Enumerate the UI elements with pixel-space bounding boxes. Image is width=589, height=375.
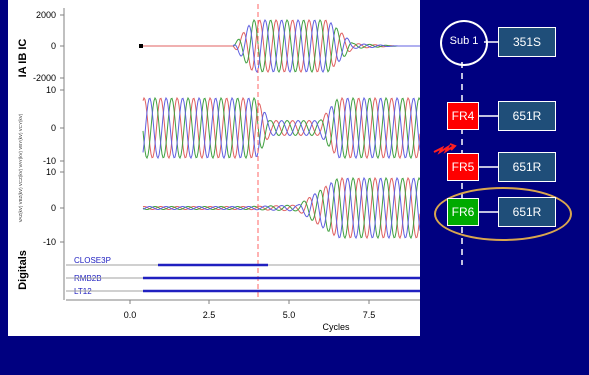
tick-label: 10 <box>46 85 56 95</box>
voltage-axis-label: VAZ(kV) VBZ(kV) VCZ(kV) VAY(kV) VBY(kV) … <box>18 113 23 222</box>
digitals-axis-label: Digitals <box>17 250 29 290</box>
tick-label: -10 <box>43 237 56 247</box>
waveform-plot-panel: IA IB IC VAZ(kV) VBZ(kV) VCZ(kV) VAY(kV)… <box>8 0 420 336</box>
relay-651r-fr5[interactable]: 651R <box>498 152 556 182</box>
tick-label: 0 <box>51 123 56 133</box>
x-axis-label: Cycles <box>322 322 350 332</box>
digital-label-close3p: CLOSE3P <box>74 256 111 265</box>
relay-label: 351S <box>512 35 542 49</box>
waveform-plot: IA IB IC VAZ(kV) VBZ(kV) VCZ(kV) VAY(kV)… <box>17 4 420 332</box>
voltage-trace-z <box>142 176 420 240</box>
breaker-fr4[interactable]: FR4 <box>447 102 479 130</box>
x-tick-label: 2.5 <box>203 310 216 320</box>
relay-label: 651R <box>512 205 542 219</box>
highlight-ring <box>434 187 572 241</box>
voltage-trace-z <box>142 176 420 240</box>
voltage-trace-y <box>142 96 420 160</box>
relay-label: 651R <box>512 160 542 174</box>
relay-651r-fr4[interactable]: 651R <box>498 101 556 131</box>
relay-651r-fr6[interactable]: 651R <box>498 197 556 227</box>
relay-label: 651R <box>512 109 542 123</box>
relay-351s[interactable]: 351S <box>498 27 556 57</box>
current-axis-label: IA IB IC <box>17 39 29 78</box>
one-line-diagram: Sub 1 351S FR4 651R FR5 651R FR6 651R <box>420 0 589 375</box>
x-tick-label: 0.0 <box>124 310 137 320</box>
x-tick-label: 5.0 <box>283 310 296 320</box>
fault-icon <box>433 144 455 155</box>
tick-label: 10 <box>46 167 56 177</box>
breaker-label: FR5 <box>451 160 475 174</box>
voltage-trace-y <box>142 96 420 160</box>
substation-label: Sub 1 <box>449 35 479 47</box>
x-tick-label: 7.5 <box>363 310 376 320</box>
breaker-label: FR6 <box>451 205 475 219</box>
substation-bus[interactable] <box>440 20 488 66</box>
tick-label: 2000 <box>36 10 56 20</box>
tick-label: -10 <box>43 156 56 166</box>
tick-label: 0 <box>51 203 56 213</box>
trace-start-marker <box>139 44 143 48</box>
tick-label: -2000 <box>33 73 56 83</box>
breaker-fr6[interactable]: FR6 <box>447 198 479 226</box>
tick-label: 0 <box>51 41 56 51</box>
breaker-fr5[interactable]: FR5 <box>447 153 479 181</box>
breaker-label: FR4 <box>451 109 475 123</box>
